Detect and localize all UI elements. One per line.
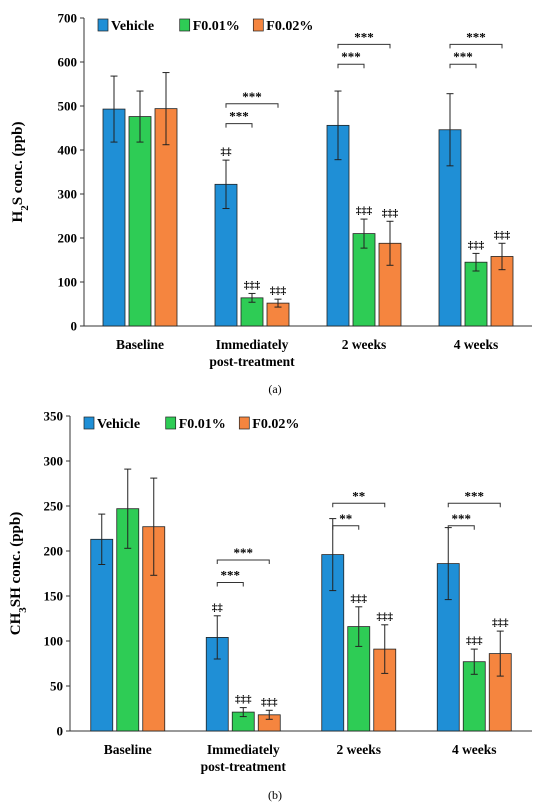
significance-mark: ‡‡‡ bbox=[270, 285, 287, 297]
significance-mark: ‡‡ bbox=[212, 602, 224, 614]
legend-swatch bbox=[165, 416, 177, 430]
x-tick-label: Baseline bbox=[116, 337, 164, 352]
comparison-label: *** bbox=[465, 488, 485, 503]
legend-swatch bbox=[97, 18, 109, 32]
comparison-bracket bbox=[337, 43, 391, 49]
bar bbox=[464, 261, 488, 327]
significance-mark: ‡‡‡ bbox=[492, 617, 509, 629]
comparison-bracket bbox=[337, 63, 365, 69]
significance-mark: ‡‡‡ bbox=[377, 611, 394, 623]
comparison-label: *** bbox=[221, 568, 241, 583]
comparison-label: ** bbox=[352, 488, 365, 503]
comparison-bracket bbox=[225, 123, 253, 128]
comparison-label: *** bbox=[242, 89, 262, 104]
significance-mark: ‡‡‡ bbox=[351, 593, 368, 605]
comparison-bracket bbox=[332, 502, 386, 508]
comparison-bracket bbox=[216, 559, 270, 564]
x-tick-label: 4 weeks bbox=[452, 742, 497, 757]
x-tick-label: Immediately bbox=[216, 337, 289, 352]
y-axis-label: CH3SH conc. (ppb) bbox=[8, 512, 29, 635]
comparison-label: *** bbox=[229, 109, 249, 124]
y-tick-label: 500 bbox=[58, 99, 78, 114]
legend-swatch bbox=[252, 18, 264, 32]
legend-label: F0.02% bbox=[252, 417, 299, 432]
bar bbox=[90, 538, 114, 732]
comparison-bracket bbox=[449, 63, 477, 69]
y-tick-label: 100 bbox=[44, 634, 64, 649]
legend-label: F0.01% bbox=[193, 19, 240, 34]
legend-label: Vehicle bbox=[97, 417, 140, 432]
y-axis-label: H2S conc. (ppb) bbox=[10, 122, 31, 223]
y-tick-label: 150 bbox=[44, 589, 64, 604]
significance-mark: ‡‡‡ bbox=[466, 635, 483, 647]
significance-mark: ‡‡‡ bbox=[494, 229, 511, 241]
comparison-bracket bbox=[216, 582, 244, 587]
comparison-bracket bbox=[447, 525, 475, 530]
comparison-label: ** bbox=[339, 511, 352, 526]
y-tick-label: 200 bbox=[58, 231, 78, 246]
y-tick-label: 100 bbox=[58, 275, 78, 290]
legend-label: F0.02% bbox=[266, 19, 313, 34]
significance-mark: ‡‡‡ bbox=[356, 205, 373, 217]
comparison-label: *** bbox=[453, 49, 473, 64]
x-tick-label: post-treatment bbox=[209, 354, 295, 369]
y-tick-label: 0 bbox=[57, 724, 64, 739]
y-tick-label: 600 bbox=[58, 55, 78, 70]
y-tick-label: 300 bbox=[44, 454, 64, 469]
y-tick-label: 50 bbox=[50, 679, 63, 694]
legend-swatch bbox=[83, 416, 95, 430]
significance-mark: ‡‡‡ bbox=[235, 694, 252, 706]
significance-mark: ‡‡‡ bbox=[261, 696, 278, 708]
comparison-bracket bbox=[449, 43, 503, 49]
significance-mark: ‡‡‡ bbox=[382, 207, 399, 219]
x-tick-label: post-treatment bbox=[201, 759, 287, 774]
y-tick-label: 700 bbox=[58, 11, 78, 26]
comparison-bracket bbox=[332, 525, 360, 530]
x-tick-label: 2 weeks bbox=[336, 742, 381, 757]
legend-label: Vehicle bbox=[111, 19, 154, 34]
y-tick-label: 250 bbox=[44, 499, 64, 514]
comparison-label: *** bbox=[341, 49, 361, 64]
y-tick-label: 350 bbox=[44, 409, 64, 424]
legend-label: F0.01% bbox=[179, 417, 226, 432]
y-tick-label: 200 bbox=[44, 544, 64, 559]
comparison-label: *** bbox=[234, 545, 254, 560]
comparison-label: *** bbox=[466, 29, 486, 44]
x-tick-label: Immediately bbox=[207, 742, 280, 757]
x-tick-label: Baseline bbox=[104, 742, 152, 757]
y-tick-label: 400 bbox=[58, 143, 78, 158]
legend-swatch bbox=[238, 416, 250, 430]
comparison-label: *** bbox=[452, 511, 472, 526]
comparison-label: *** bbox=[354, 29, 374, 44]
significance-mark: ‡‡ bbox=[221, 146, 233, 158]
bar bbox=[128, 116, 152, 327]
panel-label: (a) bbox=[268, 382, 281, 396]
y-tick-label: 0 bbox=[71, 319, 78, 334]
x-tick-label: 2 weeks bbox=[342, 337, 387, 352]
comparison-bracket bbox=[225, 103, 279, 108]
chart-panel-b: 0 50 100 150 200 250 300 350 CH3SH conc. (ppb) ‡‡… bbox=[8, 409, 532, 802]
significance-mark: ‡‡‡ bbox=[468, 239, 485, 251]
x-tick-label: 4 weeks bbox=[454, 337, 499, 352]
comparison-bracket bbox=[447, 502, 501, 508]
y-tick-label: 300 bbox=[58, 187, 78, 202]
significance-mark: ‡‡‡ bbox=[244, 279, 261, 291]
panel-label: (b) bbox=[268, 788, 282, 802]
legend-swatch bbox=[179, 18, 191, 32]
